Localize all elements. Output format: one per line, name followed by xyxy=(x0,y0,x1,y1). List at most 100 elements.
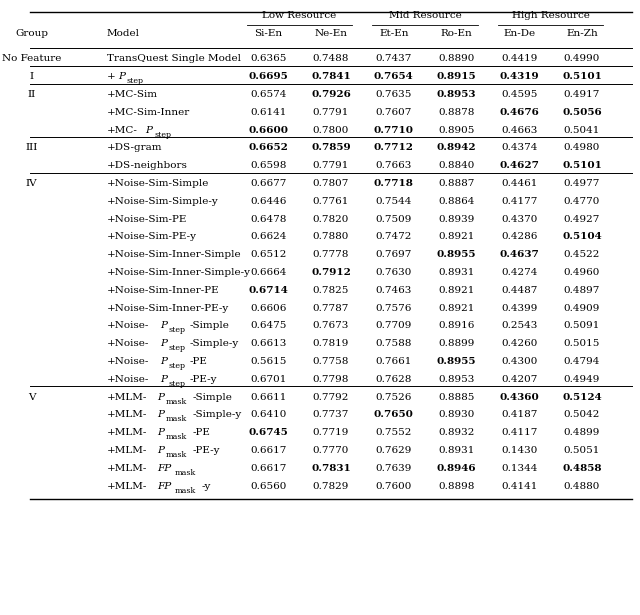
Text: step: step xyxy=(168,362,186,370)
Text: +MLM-: +MLM- xyxy=(107,482,147,491)
Text: -PE-y: -PE-y xyxy=(189,375,217,384)
Text: 0.7709: 0.7709 xyxy=(376,322,412,330)
Text: 0.6478: 0.6478 xyxy=(250,215,286,224)
Text: 0.7663: 0.7663 xyxy=(376,161,412,170)
Text: 0.4207: 0.4207 xyxy=(501,375,538,384)
Text: 0.6475: 0.6475 xyxy=(250,322,286,330)
Text: -Simple-y: -Simple-y xyxy=(189,339,239,348)
Text: 0.6574: 0.6574 xyxy=(250,90,286,99)
Text: 0.6446: 0.6446 xyxy=(250,197,286,206)
Text: 0.4300: 0.4300 xyxy=(501,357,538,366)
Text: 0.5056: 0.5056 xyxy=(562,108,602,117)
Text: -y: -y xyxy=(202,482,211,491)
Text: 0.4286: 0.4286 xyxy=(501,232,538,242)
Text: 0.4927: 0.4927 xyxy=(564,215,600,224)
Text: 0.4260: 0.4260 xyxy=(501,339,538,348)
Text: 0.7718: 0.7718 xyxy=(374,179,413,188)
Text: step: step xyxy=(168,344,186,352)
Text: 0.8885: 0.8885 xyxy=(438,392,475,402)
Text: No Feature: No Feature xyxy=(2,54,61,63)
Text: 0.7798: 0.7798 xyxy=(313,375,349,384)
Text: 0.8953: 0.8953 xyxy=(438,375,475,384)
Text: +MLM-: +MLM- xyxy=(107,446,147,455)
Text: Low Resource: Low Resource xyxy=(262,10,337,20)
Text: +MC-: +MC- xyxy=(107,125,138,135)
Text: 0.4960: 0.4960 xyxy=(564,268,600,277)
Text: 0.4374: 0.4374 xyxy=(501,143,538,153)
Text: 0.7778: 0.7778 xyxy=(313,250,349,259)
Text: 0.8946: 0.8946 xyxy=(436,464,476,473)
Text: Mid Resource: Mid Resource xyxy=(388,10,461,20)
Text: 0.7787: 0.7787 xyxy=(313,304,349,312)
Text: 0.4487: 0.4487 xyxy=(501,286,538,295)
Text: +MLM-: +MLM- xyxy=(107,464,147,473)
Text: +MLM-: +MLM- xyxy=(107,410,147,419)
Text: 0.7712: 0.7712 xyxy=(374,143,413,153)
Text: 0.4274: 0.4274 xyxy=(501,268,538,277)
Text: +Noise-Sim-Inner-Simple: +Noise-Sim-Inner-Simple xyxy=(107,250,241,259)
Text: 0.6611: 0.6611 xyxy=(250,392,286,402)
Text: Et-En: Et-En xyxy=(379,28,408,38)
Text: 0.4522: 0.4522 xyxy=(564,250,600,259)
Text: I: I xyxy=(29,72,34,81)
Text: 0.7926: 0.7926 xyxy=(311,90,351,99)
Text: IV: IV xyxy=(26,179,37,188)
Text: +Noise-Sim-PE-y: +Noise-Sim-PE-y xyxy=(107,232,197,242)
Text: 0.4977: 0.4977 xyxy=(564,179,600,188)
Text: 0.4399: 0.4399 xyxy=(501,304,538,312)
Text: P: P xyxy=(157,410,164,419)
Text: 0.7607: 0.7607 xyxy=(376,108,412,117)
Text: 0.8932: 0.8932 xyxy=(438,428,475,437)
Text: mask: mask xyxy=(166,415,188,423)
Text: 0.7576: 0.7576 xyxy=(376,304,412,312)
Text: P: P xyxy=(160,339,167,348)
Text: +MC-Sim: +MC-Sim xyxy=(107,90,158,99)
Text: 0.5124: 0.5124 xyxy=(562,392,602,402)
Text: 0.5101: 0.5101 xyxy=(562,161,602,170)
Text: 0.8840: 0.8840 xyxy=(438,161,475,170)
Text: 0.6745: 0.6745 xyxy=(248,428,288,437)
Text: +Noise-Sim-Inner-PE-y: +Noise-Sim-Inner-PE-y xyxy=(107,304,229,312)
Text: 0.7819: 0.7819 xyxy=(313,339,349,348)
Text: +Noise-: +Noise- xyxy=(107,339,149,348)
Text: 0.8942: 0.8942 xyxy=(436,143,476,153)
Text: 0.7654: 0.7654 xyxy=(374,72,413,81)
Text: +: + xyxy=(107,72,116,81)
Text: 0.4880: 0.4880 xyxy=(564,482,600,491)
Text: 0.6598: 0.6598 xyxy=(250,161,286,170)
Text: 0.6141: 0.6141 xyxy=(250,108,286,117)
Text: 0.7807: 0.7807 xyxy=(313,179,349,188)
Text: 0.8953: 0.8953 xyxy=(436,90,476,99)
Text: 0.7792: 0.7792 xyxy=(313,392,349,402)
Text: +MLM-: +MLM- xyxy=(107,428,147,437)
Text: 0.7635: 0.7635 xyxy=(376,90,412,99)
Text: 0.7463: 0.7463 xyxy=(376,286,412,295)
Text: step: step xyxy=(154,130,171,138)
Text: 0.4360: 0.4360 xyxy=(499,392,539,402)
Text: 0.6617: 0.6617 xyxy=(250,464,286,473)
Text: 0.7710: 0.7710 xyxy=(374,125,413,135)
Text: 0.7791: 0.7791 xyxy=(313,108,349,117)
Text: 0.6600: 0.6600 xyxy=(248,125,288,135)
Text: 0.6695: 0.6695 xyxy=(248,72,288,81)
Text: 0.7825: 0.7825 xyxy=(313,286,349,295)
Text: mask: mask xyxy=(166,398,188,406)
Text: Ne-En: Ne-En xyxy=(314,28,348,38)
Text: V: V xyxy=(28,392,35,402)
Text: 0.4794: 0.4794 xyxy=(564,357,600,366)
Text: 0.4637: 0.4637 xyxy=(499,250,539,259)
Text: 0.6617: 0.6617 xyxy=(250,446,286,455)
Text: 0.5091: 0.5091 xyxy=(564,322,600,330)
Text: 0.6624: 0.6624 xyxy=(250,232,286,242)
Text: 0.4949: 0.4949 xyxy=(564,375,600,384)
Text: P: P xyxy=(145,125,152,135)
Text: 0.7629: 0.7629 xyxy=(376,446,412,455)
Text: 0.8921: 0.8921 xyxy=(438,304,475,312)
Text: 0.7639: 0.7639 xyxy=(376,464,412,473)
Text: 0.4627: 0.4627 xyxy=(499,161,540,170)
Text: 0.5104: 0.5104 xyxy=(562,232,602,242)
Text: mask: mask xyxy=(175,486,196,494)
Text: P: P xyxy=(157,446,164,455)
Text: 0.8921: 0.8921 xyxy=(438,286,475,295)
Text: 0.8899: 0.8899 xyxy=(438,339,475,348)
